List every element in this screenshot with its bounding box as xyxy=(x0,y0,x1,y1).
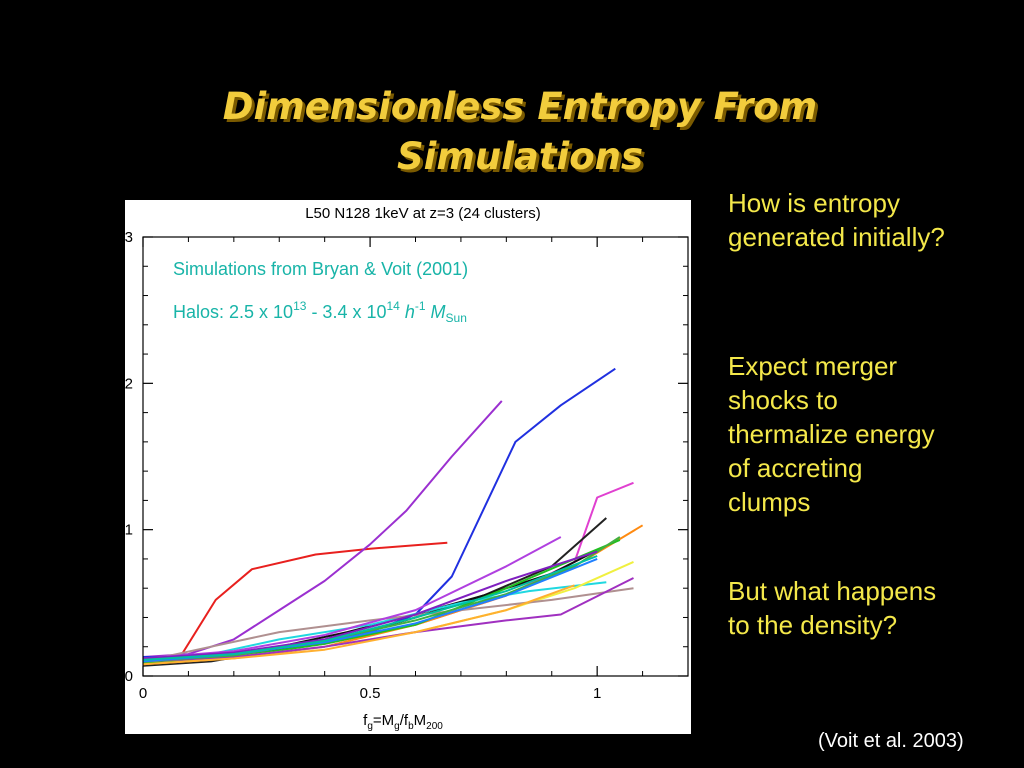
x-axis-label: fg=Mg/fbM200 xyxy=(363,712,443,732)
series-line-15 xyxy=(142,550,598,660)
y-tick-label: 3 xyxy=(125,229,133,246)
xlabel-sub-g2: g xyxy=(394,721,400,732)
slide-title-line1: Dimensionless Entropy From xyxy=(222,85,818,128)
entropy-chart: L50 N128 1keV at z=3 (24 clusters) 0 0.5 1… xyxy=(94,205,689,732)
x-tick-label: 0.5 xyxy=(360,685,381,702)
bullet-line: thermalize energy xyxy=(728,419,935,449)
bullet-density: But what happens to the density? xyxy=(728,574,936,642)
ticks-group: 0 0.5 1 0 1 2 3 xyxy=(125,229,688,702)
series-line-18 xyxy=(142,555,598,661)
series-line-17 xyxy=(142,584,575,666)
halos-mid: - 3.4 x 10 xyxy=(306,302,386,322)
y-tick-label: 1 xyxy=(125,522,133,539)
chart-panel: L50 N128 1keV at z=3 (24 clusters) 0 0.5 1… xyxy=(94,200,691,734)
xlabel-eq-m: =M xyxy=(373,712,394,729)
citation: (Voit et al. 2003) xyxy=(818,730,964,752)
series-line-13 xyxy=(142,536,562,660)
xlabel-sub-200: 200 xyxy=(426,721,443,732)
bullet-line: How is entropy xyxy=(728,188,900,218)
halos-exp2: 14 xyxy=(386,299,400,313)
y-tick-label: 2 xyxy=(125,375,133,392)
xlabel-slash-f: /f xyxy=(400,712,409,729)
slide-title-line2: Simulations xyxy=(396,135,644,178)
annotation-simulations: Simulations from Bryan & Voit (2001) xyxy=(173,259,468,279)
halos-sub: Sun xyxy=(446,311,467,325)
bullet-entropy: How is entropy generated initially? xyxy=(728,186,945,254)
halos-exp1: 13 xyxy=(293,299,307,313)
bullet-line: But what happens xyxy=(728,576,937,606)
bullet-line: Expect merger xyxy=(728,351,898,381)
series-line-14 xyxy=(142,536,621,663)
halos-h: h xyxy=(405,302,415,322)
bullet-line: clumps xyxy=(728,487,811,517)
halos-prefix: Halos: 2.5 x 10 xyxy=(173,302,293,322)
bullet-line: of accreting xyxy=(728,453,863,483)
xlabel-m: M xyxy=(414,712,427,729)
chart-title: L50 N128 1keV at z=3 (24 clusters) xyxy=(305,205,541,222)
series-line-11 xyxy=(142,587,634,663)
xlabel-sub-b: b xyxy=(408,721,414,732)
bullet-line: shocks to xyxy=(728,385,838,415)
x-tick-label: 0 xyxy=(139,685,147,702)
xlabel-sub-g: g xyxy=(367,721,373,732)
y-tick-label: 0 xyxy=(125,668,133,685)
annotation-halos: Halos: 2.5 x 1013 - 3.4 x 1014 h-1 MSun xyxy=(173,299,467,325)
halos-exp3: -1 xyxy=(415,299,426,313)
xlabel-f: f xyxy=(363,712,368,729)
series-line-2 xyxy=(142,400,503,658)
x-tick-label: 1 xyxy=(593,685,601,702)
bullet-line: to the density? xyxy=(728,610,898,640)
series-group xyxy=(142,367,644,667)
bullet-line: generated initially? xyxy=(728,222,945,252)
bullet-merger: Expect merger shocks to thermalize energ… xyxy=(728,349,935,519)
halos-m: M xyxy=(431,302,446,322)
series-line-3 xyxy=(143,367,616,658)
